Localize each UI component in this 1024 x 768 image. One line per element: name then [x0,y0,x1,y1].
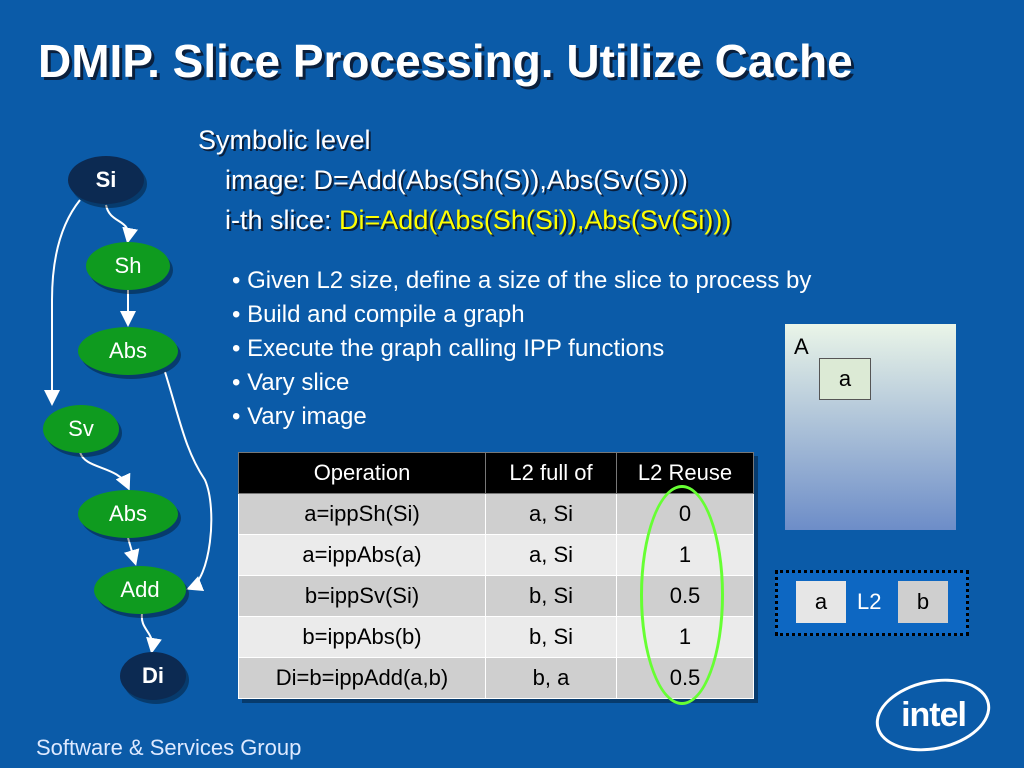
symbolic-level-heading: Symbolic level [198,125,371,155]
l2-cell-a: a [796,581,846,623]
processing-graph-edges [44,199,213,654]
bullet-item: Build and compile a graph [232,298,811,332]
graph-node-sv: Sv [43,405,119,453]
cell-l2-full-of: b, a [485,657,617,699]
image-a-label: A [794,334,809,359]
slice-expression-highlight: Di=Add(Abs(Sh(Si)),Abs(Sv(Si))) [339,205,732,235]
bullet-item: Execute the graph calling IPP functions [232,332,811,366]
edge-add-di [140,613,162,654]
reuse-highlight-ellipse [640,485,724,705]
bullet-list: Given L2 size, define a size of the slic… [232,264,811,434]
cell-operation: b=ippSv(Si) [238,575,486,617]
edge-abs-add [164,371,213,591]
footer-text: Software & Services Group [36,735,302,760]
cell-l2-full-of: b, Si [485,616,617,658]
edge-sv-abs [79,451,131,491]
l2-cell-b: b [898,581,948,623]
image-expression: image: D=Add(Abs(Sh(S)),Abs(Sv(S))) [225,165,688,195]
table-row: b=ippAbs(b) b, Si 1 [238,616,754,658]
intel-logo-text: intel [900,695,966,734]
graph-node-si: Si [68,156,144,204]
graph-node-di: Di [120,652,186,700]
column-header-operation: Operation [238,452,486,494]
slice-expression: i-th slice: Di=Add(Abs(Sh(Si)),Abs(Sv(Si… [198,200,731,240]
slice-expression-prefix: i-th slice: [225,205,340,235]
cell-operation: Di=b=ippAdd(a,b) [238,657,486,699]
cell-operation: a=ippSh(Si) [238,493,486,535]
graph-node-abs: Abs [78,327,178,375]
edge-si-sh [105,204,139,244]
symbolic-level-block: Symbolic level image: D=Add(Abs(Sh(S)),A… [198,120,731,240]
cell-l2-full-of: b, Si [485,575,617,617]
l2-cache-box: a L2 b [775,570,969,636]
l2-label: L2 [857,589,882,614]
cell-operation: b=ippAbs(b) [238,616,486,658]
edge-abs-add-2 [123,537,140,566]
bullet-item: Vary slice [232,366,811,400]
cell-l2-full-of: a, Si [485,493,617,535]
image-a-box: A a [785,324,956,530]
bullet-item: Given L2 size, define a size of the slic… [232,264,811,298]
cell-l2-full-of: a, Si [485,534,617,576]
bullet-item: Vary image [232,400,811,434]
operations-table: Operation L2 full of L2 Reuse a=ippSh(Si… [238,452,754,699]
cell-operation: a=ippAbs(a) [238,534,486,576]
graph-node-abs-2: Abs [78,490,178,538]
slice-a-box: a [819,358,871,400]
graph-node-add: Add [94,566,186,614]
edge-si-sv [44,199,81,406]
column-header-l2-full-of: L2 full of [485,452,617,494]
intel-logo: intel [868,668,998,762]
slide-title: DMIP. Slice Processing. Utilize Cache [38,35,853,87]
graph-node-sh: Sh [86,242,170,290]
